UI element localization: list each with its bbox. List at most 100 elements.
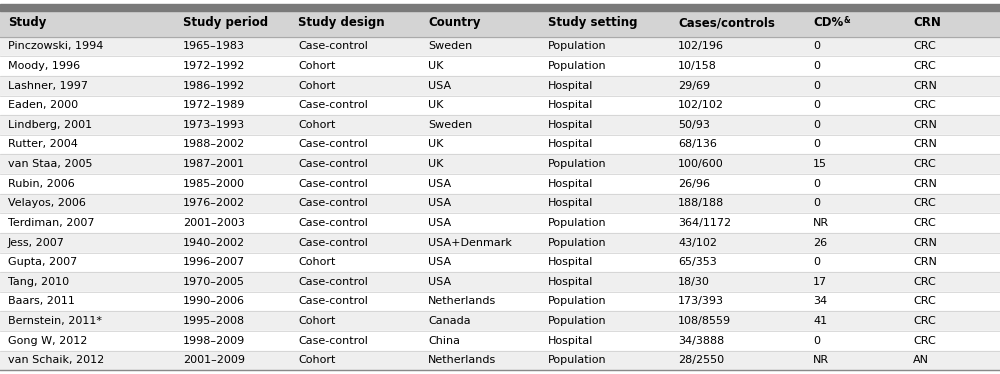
Text: 0: 0 — [813, 42, 820, 51]
Text: USA: USA — [428, 257, 451, 267]
Text: USA: USA — [428, 277, 451, 287]
Text: 65/353: 65/353 — [678, 257, 717, 267]
Text: CRC: CRC — [913, 198, 936, 208]
Text: Population: Population — [548, 218, 607, 228]
Text: 108/8559: 108/8559 — [678, 316, 731, 326]
Text: Canada: Canada — [428, 316, 471, 326]
Text: Country: Country — [428, 16, 480, 29]
Text: 1940–2002: 1940–2002 — [183, 237, 245, 248]
Text: Baars, 2011: Baars, 2011 — [8, 297, 75, 306]
Text: NR: NR — [813, 355, 829, 365]
Text: Case-control: Case-control — [298, 297, 368, 306]
Text: 41: 41 — [813, 316, 827, 326]
Text: 17: 17 — [813, 277, 827, 287]
Text: CRN: CRN — [913, 237, 937, 248]
Bar — [0, 76, 1000, 95]
Text: Velayos, 2006: Velayos, 2006 — [8, 198, 86, 208]
Text: Case-control: Case-control — [298, 140, 368, 150]
Text: Population: Population — [548, 61, 607, 71]
Text: Study design: Study design — [298, 16, 385, 29]
Bar — [0, 351, 1000, 370]
Text: CRC: CRC — [913, 100, 936, 110]
Text: 1973–1993: 1973–1993 — [183, 120, 245, 130]
Text: Case-control: Case-control — [298, 198, 368, 208]
Text: Gong W, 2012: Gong W, 2012 — [8, 336, 87, 346]
Text: Jess, 2007: Jess, 2007 — [8, 237, 65, 248]
Text: Terdiman, 2007: Terdiman, 2007 — [8, 218, 94, 228]
Text: Population: Population — [548, 355, 607, 365]
Text: CRC: CRC — [913, 297, 936, 306]
Text: Hospital: Hospital — [548, 277, 593, 287]
Text: Netherlands: Netherlands — [428, 355, 496, 365]
Text: 10/158: 10/158 — [678, 61, 717, 71]
Text: Study period: Study period — [183, 16, 268, 29]
Bar — [0, 56, 1000, 76]
Text: 173/393: 173/393 — [678, 297, 724, 306]
Text: 1972–1989: 1972–1989 — [183, 100, 245, 110]
Text: 100/600: 100/600 — [678, 159, 724, 169]
Text: 1998–2009: 1998–2009 — [183, 336, 245, 346]
Text: CRN: CRN — [913, 140, 937, 150]
Text: 43/102: 43/102 — [678, 237, 717, 248]
Text: Cohort: Cohort — [298, 316, 335, 326]
Text: Hospital: Hospital — [548, 179, 593, 189]
Text: Study setting: Study setting — [548, 16, 637, 29]
Text: Case-control: Case-control — [298, 42, 368, 51]
Text: Hospital: Hospital — [548, 257, 593, 267]
Text: CRN: CRN — [913, 81, 937, 91]
Text: 1990–2006: 1990–2006 — [183, 297, 245, 306]
Text: Case-control: Case-control — [298, 179, 368, 189]
Text: 1986–1992: 1986–1992 — [183, 81, 245, 91]
Text: Cohort: Cohort — [298, 257, 335, 267]
Text: UK: UK — [428, 140, 443, 150]
Text: CRC: CRC — [913, 277, 936, 287]
Text: 1976–2002: 1976–2002 — [183, 198, 245, 208]
Text: Hospital: Hospital — [548, 81, 593, 91]
Text: 28/2550: 28/2550 — [678, 355, 724, 365]
Text: Sweden: Sweden — [428, 42, 472, 51]
Bar — [0, 4, 1000, 11]
Text: &: & — [844, 16, 851, 25]
Text: 102/196: 102/196 — [678, 42, 724, 51]
Text: Case-control: Case-control — [298, 336, 368, 346]
Text: 26: 26 — [813, 237, 827, 248]
Text: Case-control: Case-control — [298, 100, 368, 110]
Text: 26/96: 26/96 — [678, 179, 710, 189]
Text: 2001–2003: 2001–2003 — [183, 218, 245, 228]
Bar — [0, 213, 1000, 233]
Text: 1965–1983: 1965–1983 — [183, 42, 245, 51]
Text: UK: UK — [428, 100, 443, 110]
Bar — [0, 11, 1000, 37]
Text: Hospital: Hospital — [548, 100, 593, 110]
Text: USA: USA — [428, 218, 451, 228]
Text: Cohort: Cohort — [298, 81, 335, 91]
Text: 0: 0 — [813, 61, 820, 71]
Text: van Schaik, 2012: van Schaik, 2012 — [8, 355, 104, 365]
Text: Cohort: Cohort — [298, 61, 335, 71]
Bar — [0, 272, 1000, 292]
Text: CD%: CD% — [813, 16, 843, 29]
Text: Case-control: Case-control — [298, 237, 368, 248]
Text: 18/30: 18/30 — [678, 277, 710, 287]
Text: USA: USA — [428, 198, 451, 208]
Text: NR: NR — [813, 218, 829, 228]
Text: Case-control: Case-control — [298, 277, 368, 287]
Text: 34/3888: 34/3888 — [678, 336, 724, 346]
Text: 68/136: 68/136 — [678, 140, 717, 150]
Text: 1996–2007: 1996–2007 — [183, 257, 245, 267]
Text: CRC: CRC — [913, 336, 936, 346]
Text: UK: UK — [428, 61, 443, 71]
Text: Hospital: Hospital — [548, 198, 593, 208]
Text: CRC: CRC — [913, 159, 936, 169]
Text: Cohort: Cohort — [298, 355, 335, 365]
Bar — [0, 135, 1000, 154]
Text: 1970–2005: 1970–2005 — [183, 277, 245, 287]
Text: CRN: CRN — [913, 16, 941, 29]
Text: Pinczowski, 1994: Pinczowski, 1994 — [8, 42, 103, 51]
Bar — [0, 95, 1000, 115]
Text: Netherlands: Netherlands — [428, 297, 496, 306]
Bar — [0, 233, 1000, 252]
Bar — [0, 115, 1000, 135]
Text: 0: 0 — [813, 198, 820, 208]
Text: Rubin, 2006: Rubin, 2006 — [8, 179, 75, 189]
